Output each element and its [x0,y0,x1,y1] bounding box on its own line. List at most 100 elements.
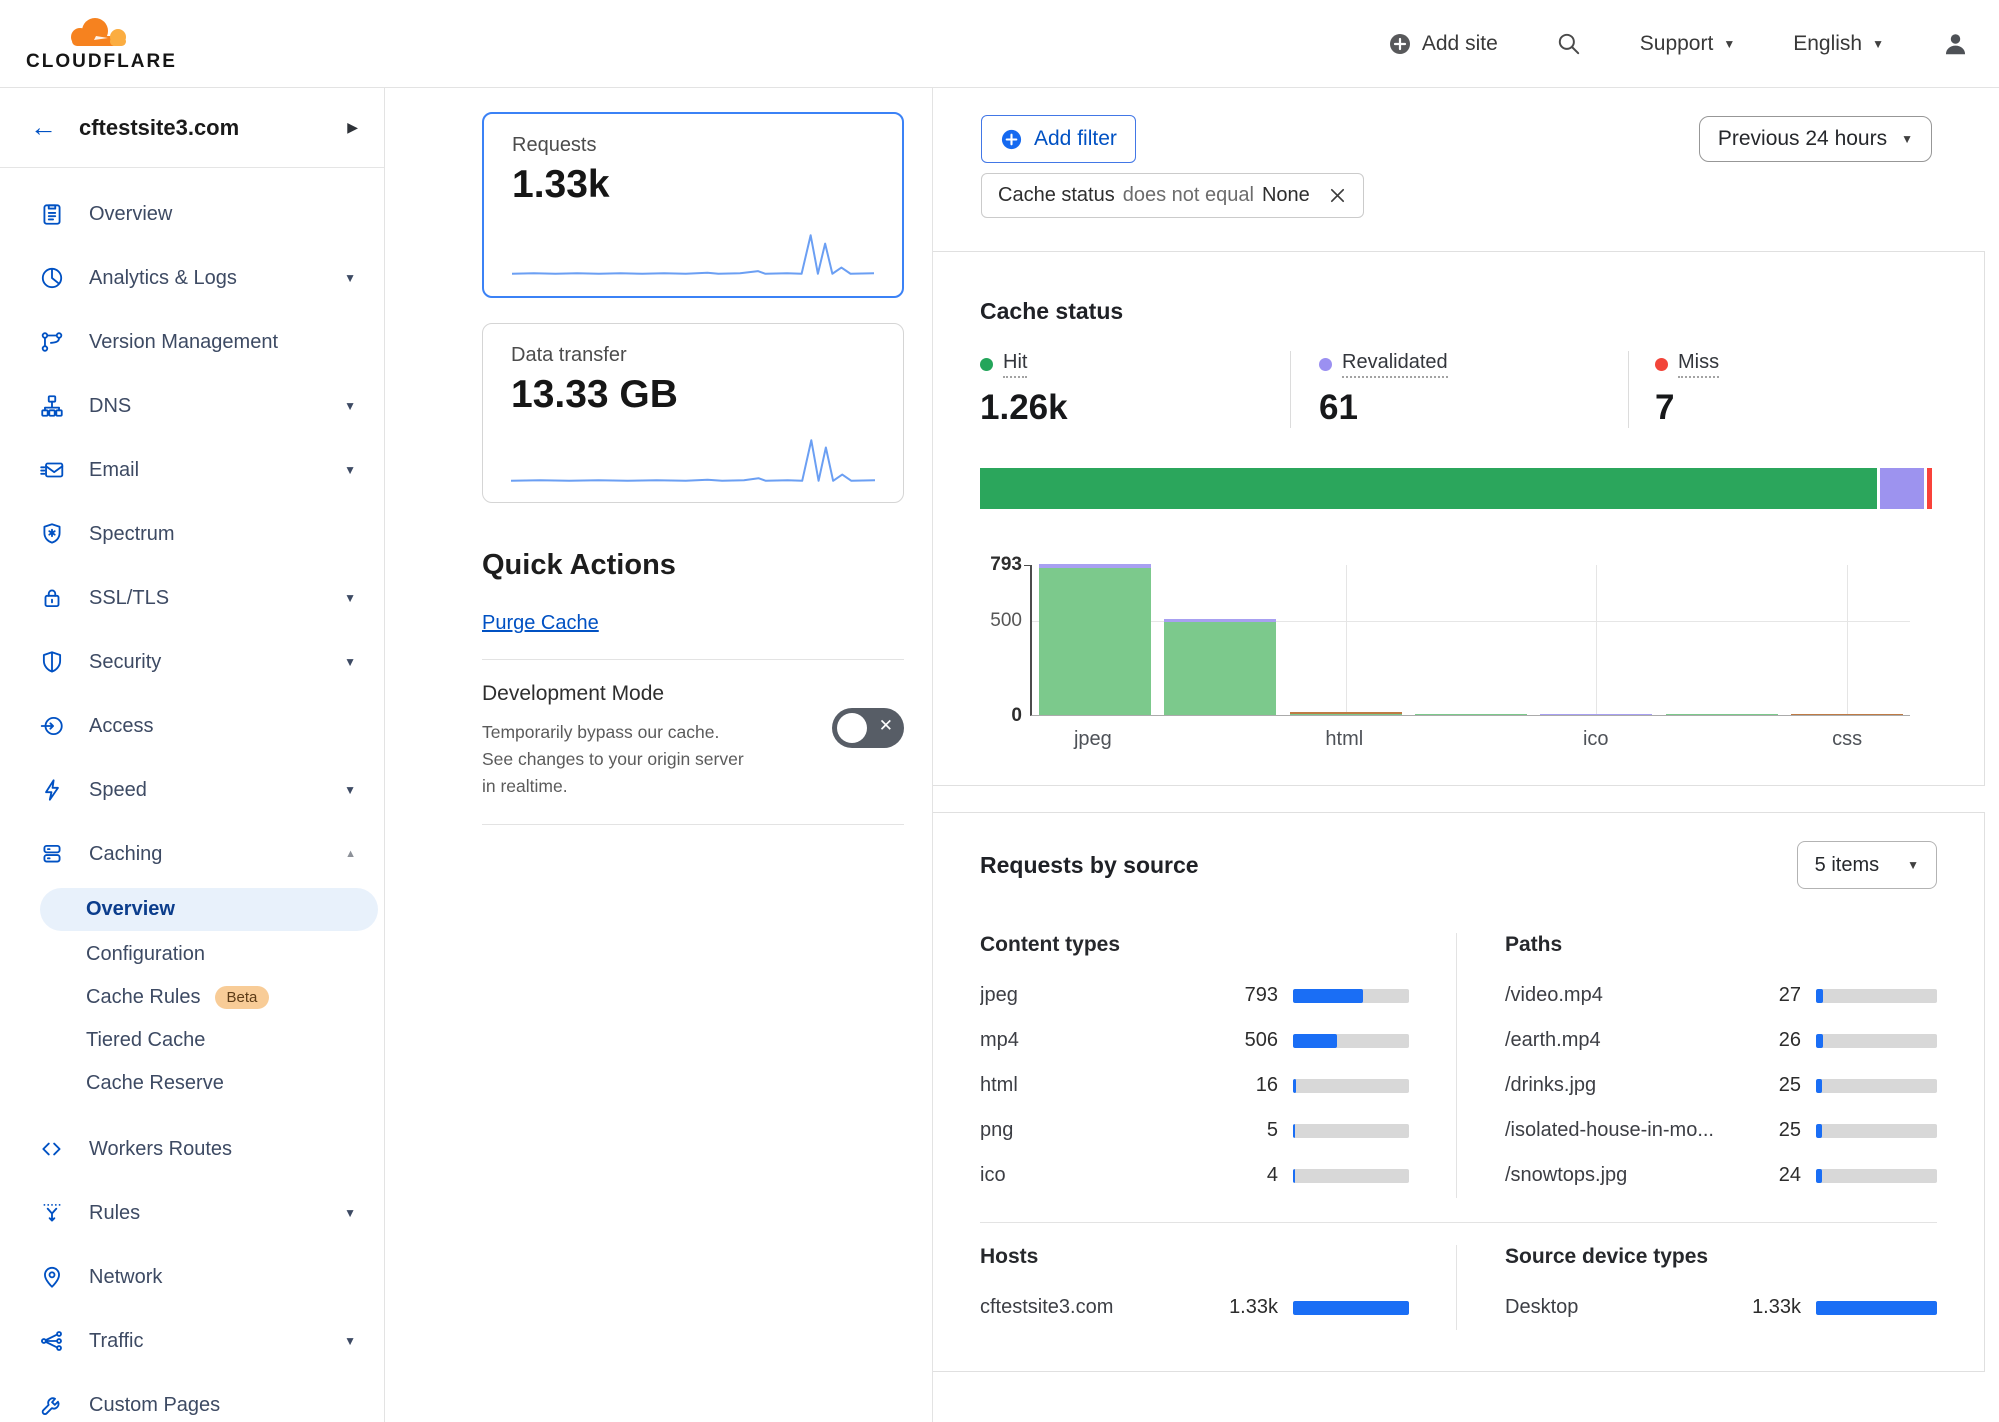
sidebar-item-traffic[interactable]: Traffic ▼ [0,1309,384,1373]
sidebar-subitem-tiered-cache[interactable]: Tiered Cache [86,1029,206,1051]
support-menu[interactable]: Support ▼ [1639,31,1736,55]
table-row: /drinks.jpg 25 [1505,1063,1937,1108]
mini-bar [1293,988,1409,1003]
sidebar-item-version-management[interactable]: Version Management [0,310,384,374]
sidebar-item-overview[interactable]: Overview [0,182,384,246]
bar-segment-revalidated [1540,713,1653,715]
data-transfer-card[interactable]: Data transfer 13.33 GB [482,323,904,503]
sidebar-item-network[interactable]: Network [0,1245,384,1309]
chart-bar [1791,713,1904,715]
toggle-knob [837,713,867,743]
lock-icon [38,584,66,612]
sidebar-item-analytics-logs[interactable]: Analytics & Logs ▼ [0,246,384,310]
chart-x-label [1659,728,1785,751]
mini-bar [1293,1123,1409,1138]
bar-segment-other [1289,711,1402,714]
tick-793 [1024,565,1030,566]
purge-cache-link[interactable]: Purge Cache [482,612,599,634]
items-count-dropdown[interactable]: 5 items ▼ [1796,841,1937,889]
requests-card[interactable]: Requests 1.33k [482,112,904,298]
chevron-down-icon: ▼ [344,1334,356,1348]
site-selector-chevron-icon[interactable]: ▶ [347,119,358,135]
add-filter-button[interactable]: Add filter [981,115,1136,163]
development-mode-toggle[interactable]: ✕ [832,708,904,748]
development-mode-description: Temporarily bypass our cache. See change… [482,722,744,797]
search-icon [1558,33,1579,54]
sidebar-item-ssl-tls[interactable]: SSL/TLS ▼ [0,566,384,630]
back-arrow-icon[interactable]: ← [30,112,57,142]
sidebar-subitem-configuration[interactable]: Configuration [86,943,205,965]
remove-filter-icon[interactable] [1328,186,1347,205]
mini-bar [1816,988,1937,1003]
sidebar-item-spectrum[interactable]: Spectrum [0,502,384,566]
bar-segment-other [1791,713,1904,715]
requests-sparkline [512,228,874,280]
revalidated-dot-icon [1319,358,1332,371]
chevron-up-icon: ▲ [345,848,356,860]
brand-text: CLOUDFLARE [26,51,177,72]
site-name: cftestsite3.com [79,114,240,140]
table-row: /earth.mp4 26 [1505,1018,1937,1063]
plus-circle-icon [1001,129,1022,149]
language-menu[interactable]: English ▼ [1793,31,1884,55]
divider [482,659,904,660]
table-row: cftestsite3.com 1.33k [980,1285,1409,1330]
divider [482,824,904,826]
stat-hit: Hit 1.26k [980,351,1290,428]
time-range-dropdown[interactable]: Previous 24 hours ▼ [1698,116,1932,162]
chart-bar-slot [1032,564,1157,715]
sidebar-item-workers-routes[interactable]: Workers Routes [0,1117,384,1181]
sidebar-item-custom-pages[interactable]: Custom Pages [0,1373,384,1422]
mini-bar [1816,1033,1937,1048]
sidebar-item-caching[interactable]: Caching ▲ [0,822,384,886]
development-mode-section: Development Mode Temporarily bypass our … [482,682,904,800]
chart-y-axis: 793 500 0 [990,554,1022,726]
account-menu[interactable] [1942,30,1969,57]
mini-bar [1293,1078,1409,1093]
bar-segment-hit [1289,713,1402,715]
cloudflare-logo[interactable]: CLOUDFLARE [26,16,177,71]
sidebar-subitem-cache-reserve[interactable]: Cache Reserve [86,1072,224,1094]
mini-bar [1816,1078,1937,1093]
paths-section: Paths /video.mp4 27 /earth.mp4 26 /drink… [1457,933,1937,1198]
chart-bar [1414,713,1527,715]
spectrum-shield-icon [38,520,66,548]
beta-badge: Beta [214,986,270,1009]
sparkline-path [512,235,874,273]
chart-bar-slot [1534,565,1659,715]
bar-segment-revalidated [1164,618,1277,623]
chart-bar-slot [1659,565,1784,715]
sidebar-item-speed[interactable]: Speed ▼ [0,758,384,822]
dns-tree-icon [38,392,66,420]
chart-bar [1289,711,1402,715]
sidebar-item-rules[interactable]: Rules ▼ [0,1181,384,1245]
share-network-icon [38,1327,66,1355]
sidebar-item-security[interactable]: Security ▼ [0,630,384,694]
chevron-down-icon: ▼ [344,655,356,669]
chevron-down-icon: ▼ [1723,36,1736,51]
revalidated-label[interactable]: Revalidated [1342,351,1448,378]
stacked-bar-segment-miss [1926,468,1932,509]
mini-bar [1816,1123,1937,1138]
mini-bar [1293,1168,1409,1183]
hit-value: 1.26k [980,388,1068,427]
requests-by-source-title: Requests by source [980,851,1199,878]
sidebar-subitem-cache-rules[interactable]: Cache Rules Beta [0,976,384,1019]
mini-bar [1293,1300,1409,1315]
sidebar-item-access[interactable]: Access [0,694,384,758]
table-row: ico 4 [980,1153,1409,1198]
filter-chip-cache-status[interactable]: Cache status does not equal None [981,173,1364,218]
sidebar-subitem-caching-overview[interactable]: Overview [40,888,378,931]
site-selector: ← cftestsite3.com ▶ [0,88,384,168]
sidebar-item-dns[interactable]: DNS ▼ [0,374,384,438]
sidebar-item-email[interactable]: Email ▼ [0,438,384,502]
miss-label[interactable]: Miss [1678,351,1720,378]
search-button[interactable] [1556,31,1582,57]
chevron-down-icon: ▼ [344,1206,356,1220]
chart-bar [1164,618,1277,715]
data-transfer-value: 13.33 GB [511,373,678,416]
hit-label[interactable]: Hit [1003,351,1028,378]
add-site-button[interactable]: Add site [1388,32,1498,56]
table-row: mp4 506 [980,1018,1409,1063]
